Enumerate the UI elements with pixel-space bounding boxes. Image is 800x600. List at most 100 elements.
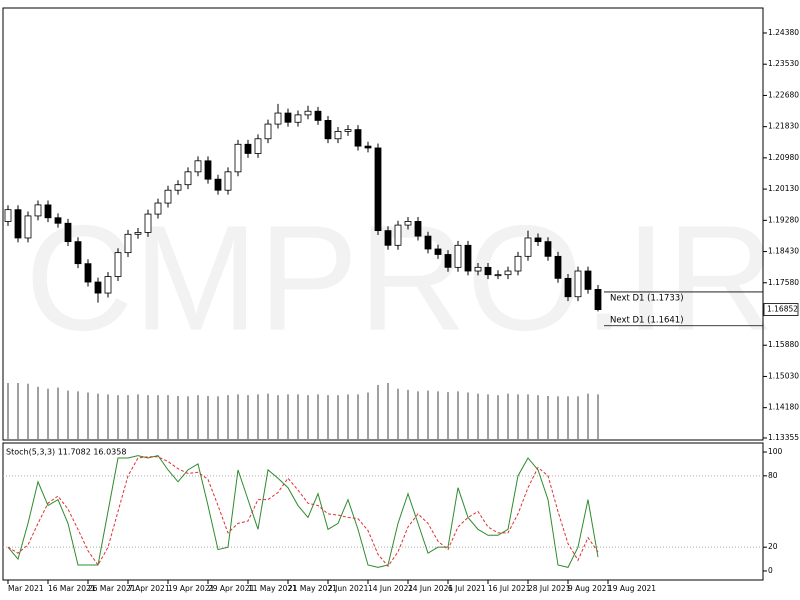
y-tick-label: 1.22680 [768, 90, 799, 99]
candle-body [564, 277, 572, 298]
x-tick-label: 26 Mar 2021 [88, 584, 136, 593]
x-tick-label: Mar 2021 [8, 584, 44, 593]
candle-body [384, 230, 392, 246]
y-tick-label: 1.19280 [768, 215, 799, 224]
candle-body [364, 145, 372, 149]
candle-body [534, 237, 542, 243]
x-tick-label: 16 Mar 2021 [48, 584, 96, 593]
next-level-label: Next D1 (1.1733) [610, 293, 684, 303]
x-tick-label: 24 Jun 2021 [408, 584, 453, 593]
candle-body [164, 189, 172, 204]
candle-body [594, 288, 602, 310]
candle-body [84, 263, 92, 283]
y-tick-label: 100 [768, 447, 783, 456]
x-tick-label: 19 Aug 2021 [608, 584, 656, 593]
y-tick-label: 1.15030 [768, 371, 799, 380]
x-tick-label: 16 Jul 2021 [488, 584, 531, 593]
candle-body [114, 252, 122, 277]
candle-body [314, 110, 322, 121]
candle-body [524, 237, 532, 257]
candle-body [124, 233, 132, 254]
x-tick-label: 9 Aug 2021 [568, 584, 611, 593]
candle-body [284, 112, 292, 123]
candle-body [134, 232, 142, 235]
candle-body [104, 276, 112, 294]
y-tick-label: 1.21830 [768, 122, 799, 131]
stoch-pane-frame [2, 442, 764, 581]
candle-body [474, 266, 482, 272]
candle-body [144, 213, 152, 233]
candle-body [184, 171, 192, 186]
candle-body [354, 129, 362, 147]
candle-body [404, 221, 412, 226]
y-tick-label: 1.14180 [768, 403, 799, 412]
candle-body [244, 143, 252, 154]
candle-body [234, 143, 242, 173]
candle-body [214, 178, 222, 191]
candle-body [4, 209, 12, 222]
stoch-line [7, 455, 599, 568]
y-tick-label: 1.23530 [768, 59, 799, 68]
candle-body [194, 160, 202, 173]
candle-body [544, 241, 552, 257]
candle-body [54, 217, 62, 224]
candle-body [414, 221, 422, 237]
candle-body [334, 131, 342, 140]
x-tick-label: 21 May 2021 [288, 584, 337, 593]
y-tick-label: 1.24380 [768, 28, 799, 37]
y-tick-label: 0 [768, 566, 773, 575]
candle-body [434, 248, 442, 255]
candle-body [154, 202, 162, 215]
candle-body [574, 270, 582, 298]
y-tick-label: 80 [768, 471, 778, 480]
x-tick-label: 7 Apr 2021 [128, 584, 170, 593]
stoch-line [7, 456, 599, 568]
watermark: CMPRO.IR [25, 194, 775, 362]
candle-body [514, 255, 522, 272]
candle-body [494, 274, 502, 277]
candle-body [394, 224, 402, 246]
candle-body [254, 138, 262, 154]
y-tick-label: 1.20130 [768, 184, 799, 193]
price-pane-frame [2, 7, 764, 441]
candle-body [294, 114, 302, 123]
candle-body [224, 171, 232, 191]
candle-body [274, 112, 282, 125]
candle-body [374, 147, 382, 232]
x-tick-label: 19 Apr 2021 [168, 584, 215, 593]
x-tick-label: 28 Jul 2021 [528, 584, 571, 593]
indicator-title: Stoch(5,3,3) 11.7082 16.0358 [6, 448, 126, 457]
candle-body [504, 270, 512, 276]
candle-body [344, 129, 352, 132]
candle-body [424, 235, 432, 250]
next-level-label: Next D1 (1.1641) [610, 315, 684, 325]
candle-body [584, 270, 592, 290]
x-tick-label: 29 Apr 2021 [208, 584, 255, 593]
candle-body [94, 281, 102, 294]
current-price-label: 1.16852 [767, 305, 798, 314]
candle-body [64, 222, 72, 243]
x-tick-label: 14 Jun 2021 [368, 584, 413, 593]
candle-body [454, 244, 462, 268]
candle-body [44, 204, 52, 219]
x-tick-label: 11 May 2021 [248, 584, 297, 593]
candle-body [324, 120, 332, 140]
candle-body [14, 209, 22, 239]
candle-body [34, 204, 42, 217]
candle-body [304, 110, 312, 116]
candle-body [74, 241, 82, 265]
y-tick-label: 1.20980 [768, 153, 799, 162]
candle-body [554, 255, 562, 279]
y-tick-label: 1.13355 [768, 433, 799, 442]
current-price-box [763, 303, 799, 316]
candle-body [264, 123, 272, 140]
candle-body [484, 266, 492, 276]
candle-body [444, 254, 452, 268]
y-tick-label: 20 [768, 542, 778, 551]
y-tick-label: 1.18430 [768, 247, 799, 256]
y-tick-label: 1.15880 [768, 340, 799, 349]
candle-body [174, 184, 182, 191]
y-tick-label: 1.17580 [768, 278, 799, 287]
